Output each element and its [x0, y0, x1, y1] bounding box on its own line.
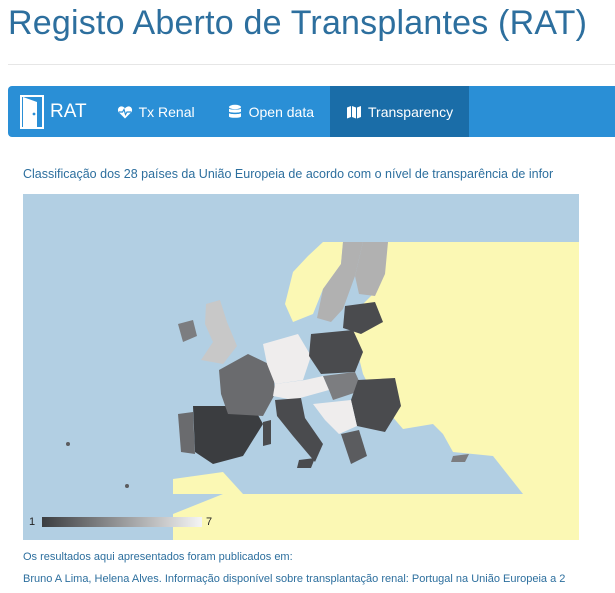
- legend-gradient: [42, 517, 202, 527]
- title-divider: [8, 64, 615, 65]
- balkans: [313, 400, 357, 434]
- nav-tx-renal[interactable]: Tx Renal: [101, 86, 211, 137]
- sardinia-corsica: [263, 420, 271, 446]
- brand-label: RAT: [50, 100, 87, 122]
- greece: [341, 430, 367, 464]
- germany: [263, 334, 311, 384]
- europe-map-graphic: [66, 242, 579, 540]
- north-africa: [173, 494, 579, 540]
- heartbeat-icon: [117, 105, 132, 118]
- legend-max-label: 7: [206, 516, 213, 528]
- nav-open-data-label: Open data: [248, 103, 315, 120]
- nav-transparency[interactable]: Transparency: [330, 86, 470, 137]
- poland: [309, 330, 363, 374]
- nav-open-data[interactable]: Open data: [211, 86, 330, 137]
- portugal: [178, 412, 195, 454]
- map-icon: [347, 105, 362, 118]
- database-icon: [228, 104, 241, 118]
- hungary-slovakia: [323, 372, 363, 400]
- door-icon: [20, 94, 44, 129]
- romania-bulgaria: [351, 378, 401, 432]
- sicily: [297, 458, 315, 468]
- italy: [275, 398, 323, 462]
- citation-text: Bruno A Lima, Helena Alves. Informação d…: [23, 573, 566, 585]
- legend-min-label: 1: [29, 516, 36, 528]
- norway: [285, 242, 343, 322]
- czech-austria: [273, 376, 329, 400]
- united-kingdom: [201, 300, 237, 364]
- published-label: Os resultados aqui apresentados foram pu…: [23, 551, 293, 563]
- france: [219, 354, 275, 416]
- navbar: RAT Tx Renal Open data Transparency: [8, 86, 615, 137]
- finland: [355, 242, 388, 296]
- eu-transparency-map[interactable]: [23, 194, 579, 540]
- page-title: Registo Aberto de Transplantes (RAT): [8, 4, 588, 42]
- spain: [193, 406, 263, 464]
- nav-tx-renal-label: Tx Renal: [138, 103, 195, 120]
- non-eu-east: [353, 242, 579, 494]
- brand-link[interactable]: RAT: [8, 86, 101, 137]
- azores-islands: [66, 442, 70, 446]
- morocco: [173, 472, 243, 494]
- sweden: [317, 242, 363, 322]
- cyprus: [451, 454, 469, 462]
- madeira-islands: [125, 484, 129, 488]
- map-description: Classificação dos 28 países da União Eur…: [23, 167, 554, 181]
- baltics: [343, 302, 383, 334]
- nav-transparency-label: Transparency: [368, 103, 454, 120]
- ireland: [178, 320, 197, 342]
